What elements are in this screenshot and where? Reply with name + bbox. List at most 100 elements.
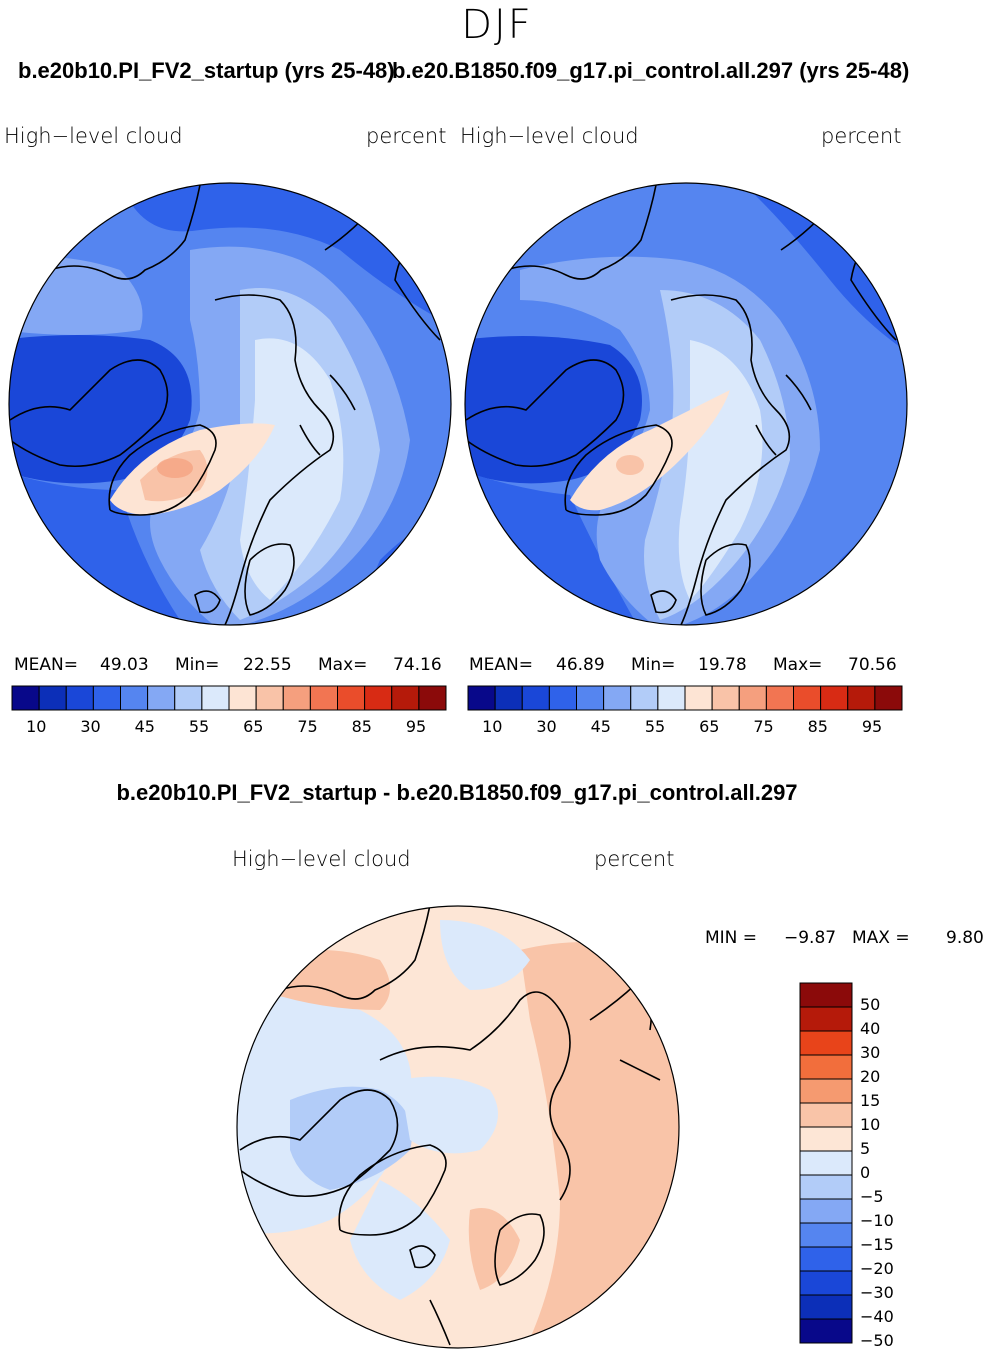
colorbar-swatch xyxy=(521,685,550,711)
panel2-max-label: Max= xyxy=(773,655,823,675)
colorbar-swatch xyxy=(337,685,366,711)
colorbar-swatch xyxy=(92,685,121,711)
diff-colorbar-tick-label: −5 xyxy=(860,1187,884,1206)
diff-colorbar-swatch xyxy=(799,1078,853,1104)
panel2-units-label: percent xyxy=(821,124,902,148)
diff-min-label: MIN = xyxy=(705,928,758,948)
colorbar-swatch xyxy=(467,685,496,711)
map1-field xyxy=(9,183,451,625)
map3-boundary xyxy=(236,905,680,1349)
panel1-units-label: percent xyxy=(366,124,447,148)
colorbar-swatch xyxy=(309,685,338,711)
panel2-mean-value: 46.89 xyxy=(556,655,605,675)
colorbar-swatch xyxy=(576,685,605,711)
colorbar-swatch xyxy=(820,685,849,711)
colorbar-tick-label: 75 xyxy=(753,717,774,736)
diff-colorbar-tick-label: −30 xyxy=(860,1283,894,1302)
panel2-variable-label: High−level cloud xyxy=(460,124,639,148)
colorbar-swatch xyxy=(418,685,447,711)
map3-field xyxy=(237,906,679,1348)
diff-colorbar-tick-label: 10 xyxy=(860,1115,881,1134)
colorbar-tick-label: 55 xyxy=(188,717,210,736)
colorbar-swatch xyxy=(603,685,632,711)
panel2-mean-label: MEAN= xyxy=(469,655,533,675)
diff-colorbar-swatch xyxy=(799,1318,853,1344)
panel1-mean-label: MEAN= xyxy=(14,655,78,675)
diff-max-label: MAX = xyxy=(852,928,910,948)
diff-units-label: percent xyxy=(594,847,675,871)
diff-colorbar-tick-label: 50 xyxy=(860,995,881,1014)
colorbar-swatch xyxy=(684,685,713,711)
colorbar-swatch xyxy=(228,685,257,711)
diff-colorbar-swatch xyxy=(799,1174,853,1200)
diff-min-value: −9.87 xyxy=(784,928,837,948)
panel2-min-label: Min= xyxy=(631,655,676,675)
diff-colorbar-swatch xyxy=(799,1246,853,1272)
colorbar-tick-label: 95 xyxy=(405,717,427,736)
colorbar-swatch xyxy=(630,685,659,711)
panel1-min-label: Min= xyxy=(175,655,220,675)
diff-colorbar-tick-label: −20 xyxy=(860,1259,894,1278)
panel1-mean-value: 49.03 xyxy=(100,655,149,675)
colorbar-swatch xyxy=(765,685,794,711)
right-run-title: b.e20.B1850.f09_g17.pi_control.all.297 (… xyxy=(392,58,910,83)
diff-colorbar-swatch xyxy=(799,1030,853,1056)
colorbar-tick-label: 30 xyxy=(536,717,557,736)
diff-colorbar-swatch xyxy=(799,982,853,1008)
panel1-max-value: 74.16 xyxy=(393,655,442,675)
colorbar-tick-label: 85 xyxy=(351,717,372,736)
diff-colorbar-tick-label: 5 xyxy=(860,1139,871,1158)
diff-colorbar-swatch xyxy=(799,1294,853,1320)
panel1-max-label: Max= xyxy=(318,655,368,675)
diff-colorbar-tick-label: −10 xyxy=(860,1211,894,1230)
colorbar-swatch xyxy=(147,685,176,711)
panel2-colorbar xyxy=(467,685,903,711)
colorbar-swatch xyxy=(874,685,903,711)
left-run-title: b.e20b10.PI_FV2_startup (yrs 25-48) xyxy=(18,58,395,83)
colorbar-tick-label: 85 xyxy=(807,717,828,736)
diff-colorbar-swatch xyxy=(799,1006,853,1032)
diff-colorbar-tick-label: 30 xyxy=(860,1043,881,1062)
diff-colorbar-tick-label: −50 xyxy=(860,1331,894,1350)
colorbar-swatch xyxy=(255,685,284,711)
colorbar-swatch xyxy=(201,685,230,711)
colorbar-swatch xyxy=(391,685,420,711)
diff-colorbar-tick-label: 20 xyxy=(860,1067,881,1086)
map2-boundary xyxy=(464,182,908,626)
colorbar-swatch xyxy=(847,685,876,711)
diff-max-value: 9.80 xyxy=(946,928,984,948)
colorbar-tick-label: 45 xyxy=(134,717,155,736)
panel1-min-value: 22.55 xyxy=(243,655,292,675)
diff-variable-label: High−level cloud xyxy=(232,847,411,871)
diff-colorbar-swatch xyxy=(799,1126,853,1152)
colorbar-swatch xyxy=(711,685,740,711)
diff-colorbar-swatch xyxy=(799,1222,853,1248)
colorbar-swatch xyxy=(65,685,94,711)
map1-boundary xyxy=(8,182,452,626)
diff-colorbar-swatch xyxy=(799,1270,853,1296)
diff-colorbar xyxy=(799,982,853,1344)
colorbar-swatch xyxy=(38,685,67,711)
panel2-min-value: 19.78 xyxy=(698,655,747,675)
colorbar-swatch xyxy=(11,685,40,711)
diff-colorbar-swatch xyxy=(799,1102,853,1128)
colorbar-swatch xyxy=(120,685,149,711)
panel1-variable-label: High−level cloud xyxy=(4,124,183,148)
diff-colorbar-swatch xyxy=(799,1054,853,1080)
colorbar-tick-label: 75 xyxy=(297,717,318,736)
colorbar-tick-label: 55 xyxy=(644,717,666,736)
colorbar-swatch xyxy=(364,685,393,711)
colorbar-tick-label: 45 xyxy=(590,717,611,736)
colorbar-tick-label: 65 xyxy=(243,717,264,736)
colorbar-tick-label: 65 xyxy=(699,717,720,736)
colorbar-swatch xyxy=(494,685,523,711)
colorbar-tick-label: 10 xyxy=(26,717,47,736)
colorbar-swatch xyxy=(738,685,767,711)
diff-colorbar-tick-label: 0 xyxy=(860,1163,871,1182)
map3-coastlines xyxy=(239,906,661,1346)
diff-colorbar-tick-label: −40 xyxy=(860,1307,894,1326)
colorbar-tick-label: 95 xyxy=(861,717,883,736)
colorbar-swatch xyxy=(548,685,577,711)
diff-colorbar-tick-label: −15 xyxy=(860,1235,894,1254)
